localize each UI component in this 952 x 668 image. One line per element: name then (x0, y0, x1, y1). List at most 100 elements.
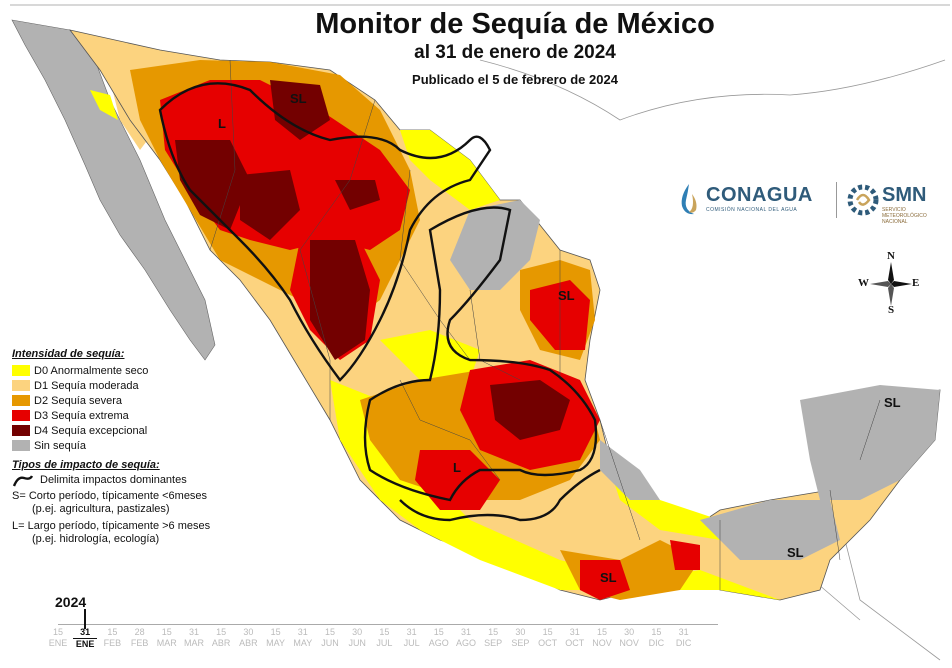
legend-item: D3 Sequía extrema (12, 408, 252, 423)
timeline-item[interactable]: 15 MAY (264, 627, 288, 649)
legend-short-2: (p.ej. agricultura, pastizales) (32, 503, 170, 515)
timeline-month: ENE (73, 638, 98, 650)
timeline-month: SEP (484, 638, 503, 648)
published-date: Publicado el 5 de febrero de 2024 (412, 72, 618, 87)
timeline-item[interactable]: 30 NOV (617, 627, 641, 649)
legend-item-label: D3 Sequía extrema (34, 409, 129, 422)
no-drought-yucatan (800, 385, 940, 500)
smn-subtitle: SERVICIO METEOROLÓGICO NACIONAL (882, 207, 927, 225)
timeline-item[interactable]: 15 FEB (100, 627, 124, 649)
timeline-day: 15 (52, 627, 63, 637)
timeline-day: 15 (651, 627, 662, 637)
timeline-item[interactable]: 31 JUL (400, 627, 424, 649)
legend-item: D4 Sequía excepcional (12, 423, 252, 438)
legend-long-1: L= Largo período, típicamente >6 meses (12, 520, 211, 532)
timeline-day: 30 (243, 627, 254, 637)
legend-item: D0 Anormalmente seco (12, 363, 252, 378)
timeline-month: OCT (538, 638, 558, 648)
legend-delimits-row: Delimita impactos dominantes (12, 474, 252, 488)
timeline-day: 15 (596, 627, 607, 637)
timeline-day: 31 (460, 627, 471, 637)
compass-star-icon (870, 262, 912, 306)
timeline-month: FEB (103, 638, 122, 648)
timeline-item[interactable]: 30 JUN (345, 627, 369, 649)
legend-item: D1 Sequía moderada (12, 378, 252, 393)
legend-item: Sin sequía (12, 438, 252, 453)
timeline-item[interactable]: 31 MAY (291, 627, 315, 649)
no-drought-south (700, 500, 840, 560)
timeline-month: ABR (211, 638, 231, 648)
logo-divider (836, 182, 837, 218)
timeline-month: DIC (648, 638, 665, 648)
map-label-sl-north: SL (290, 91, 307, 106)
timeline-axis (58, 624, 718, 625)
timeline-month: AGO (428, 638, 449, 648)
timeline-item[interactable]: 31 MAR (182, 627, 206, 649)
timeline-item[interactable]: 15 JUN (318, 627, 342, 649)
timeline-day: 15 (379, 627, 390, 637)
timeline-item[interactable]: 15 DIC (644, 627, 668, 649)
legend-swatch (12, 425, 30, 436)
legend-swatch (12, 410, 30, 421)
timeline-item[interactable]: 15 MAR (155, 627, 179, 649)
logos: CONAGUA COMISIÓN NACIONAL DEL AGUA SMN S… (676, 180, 946, 225)
legend-item-label: Sin sequía (34, 439, 86, 452)
legend-item-label: D1 Sequía moderada (34, 379, 139, 392)
timeline-item[interactable]: 15 NOV (590, 627, 614, 649)
timeline-day: 31 (569, 627, 580, 637)
d4-sonora (175, 140, 250, 230)
timeline-month: MAY (293, 638, 313, 648)
legend-item: D2 Sequía severa (12, 393, 252, 408)
timeline-item[interactable]: 31 ENE (73, 627, 98, 650)
conagua-subtitle: COMISIÓN NACIONAL DEL AGUA (706, 207, 798, 213)
timeline-month: MAR (156, 638, 177, 648)
compass-west: W (858, 277, 869, 289)
timeline-day: 31 (678, 627, 689, 637)
timeline-month: ABR (239, 638, 258, 648)
timeline-day: 15 (488, 627, 499, 637)
legend-swatch (12, 365, 30, 376)
timeline-month: NOV (592, 638, 612, 648)
timeline-item[interactable]: 15 JUL (372, 627, 396, 649)
compass-north: N (887, 250, 895, 262)
timeline-item[interactable]: 15 SEP (481, 627, 505, 649)
timeline-day: 15 (433, 627, 444, 637)
timeline-month: MAY (266, 638, 286, 648)
timeline-item[interactable]: 30 SEP (508, 627, 532, 649)
d4-durango (310, 240, 370, 360)
impact-boundaries (158, 82, 601, 522)
timeline-item[interactable]: 15 ENE (46, 627, 70, 649)
timeline-item[interactable]: 15 ABR (209, 627, 233, 649)
timeline-item[interactable]: 30 ABR (236, 627, 260, 649)
timeline-day: 31 (80, 627, 91, 637)
legend-impact-title: Tipos de impacto de sequía: (12, 459, 160, 471)
timeline-item[interactable]: 31 DIC (672, 627, 696, 649)
timeline-month: OCT (565, 638, 585, 648)
timeline-item[interactable]: 15 AGO (427, 627, 451, 649)
timeline-item[interactable]: 15 OCT (536, 627, 560, 649)
legend-intensity-title: Intensidad de sequía: (12, 348, 125, 360)
baja-california (11, 19, 216, 361)
timeline-item[interactable]: 31 AGO (454, 627, 478, 649)
timeline-day: 31 (297, 627, 308, 637)
timeline-month: SEP (511, 638, 530, 648)
timeline-day: 15 (270, 627, 281, 637)
timeline-item[interactable]: 28 FEB (128, 627, 152, 649)
compass-rose: N S E W (858, 250, 922, 316)
impact-line-icon (12, 475, 34, 487)
timeline-month: JUL (403, 638, 420, 648)
timeline-year: 2024 (55, 594, 87, 610)
map-label-sl-yucatan: SL (884, 395, 901, 410)
timeline-day: 15 (324, 627, 335, 637)
timeline-day: 30 (624, 627, 635, 637)
timeline-item[interactable]: 31 OCT (563, 627, 587, 649)
page-title: Monitor de Sequía de México (315, 8, 715, 40)
compass-south: S (888, 304, 895, 316)
timeline-day: 28 (134, 627, 145, 637)
legend-swatch (12, 380, 30, 391)
map-label-sl-northeast: SL (558, 288, 575, 303)
timeline-month: MAR (184, 638, 204, 648)
legend-short-1: S= Corto período, típicamente <6meses (12, 490, 208, 502)
timeline-current-marker (84, 609, 87, 629)
